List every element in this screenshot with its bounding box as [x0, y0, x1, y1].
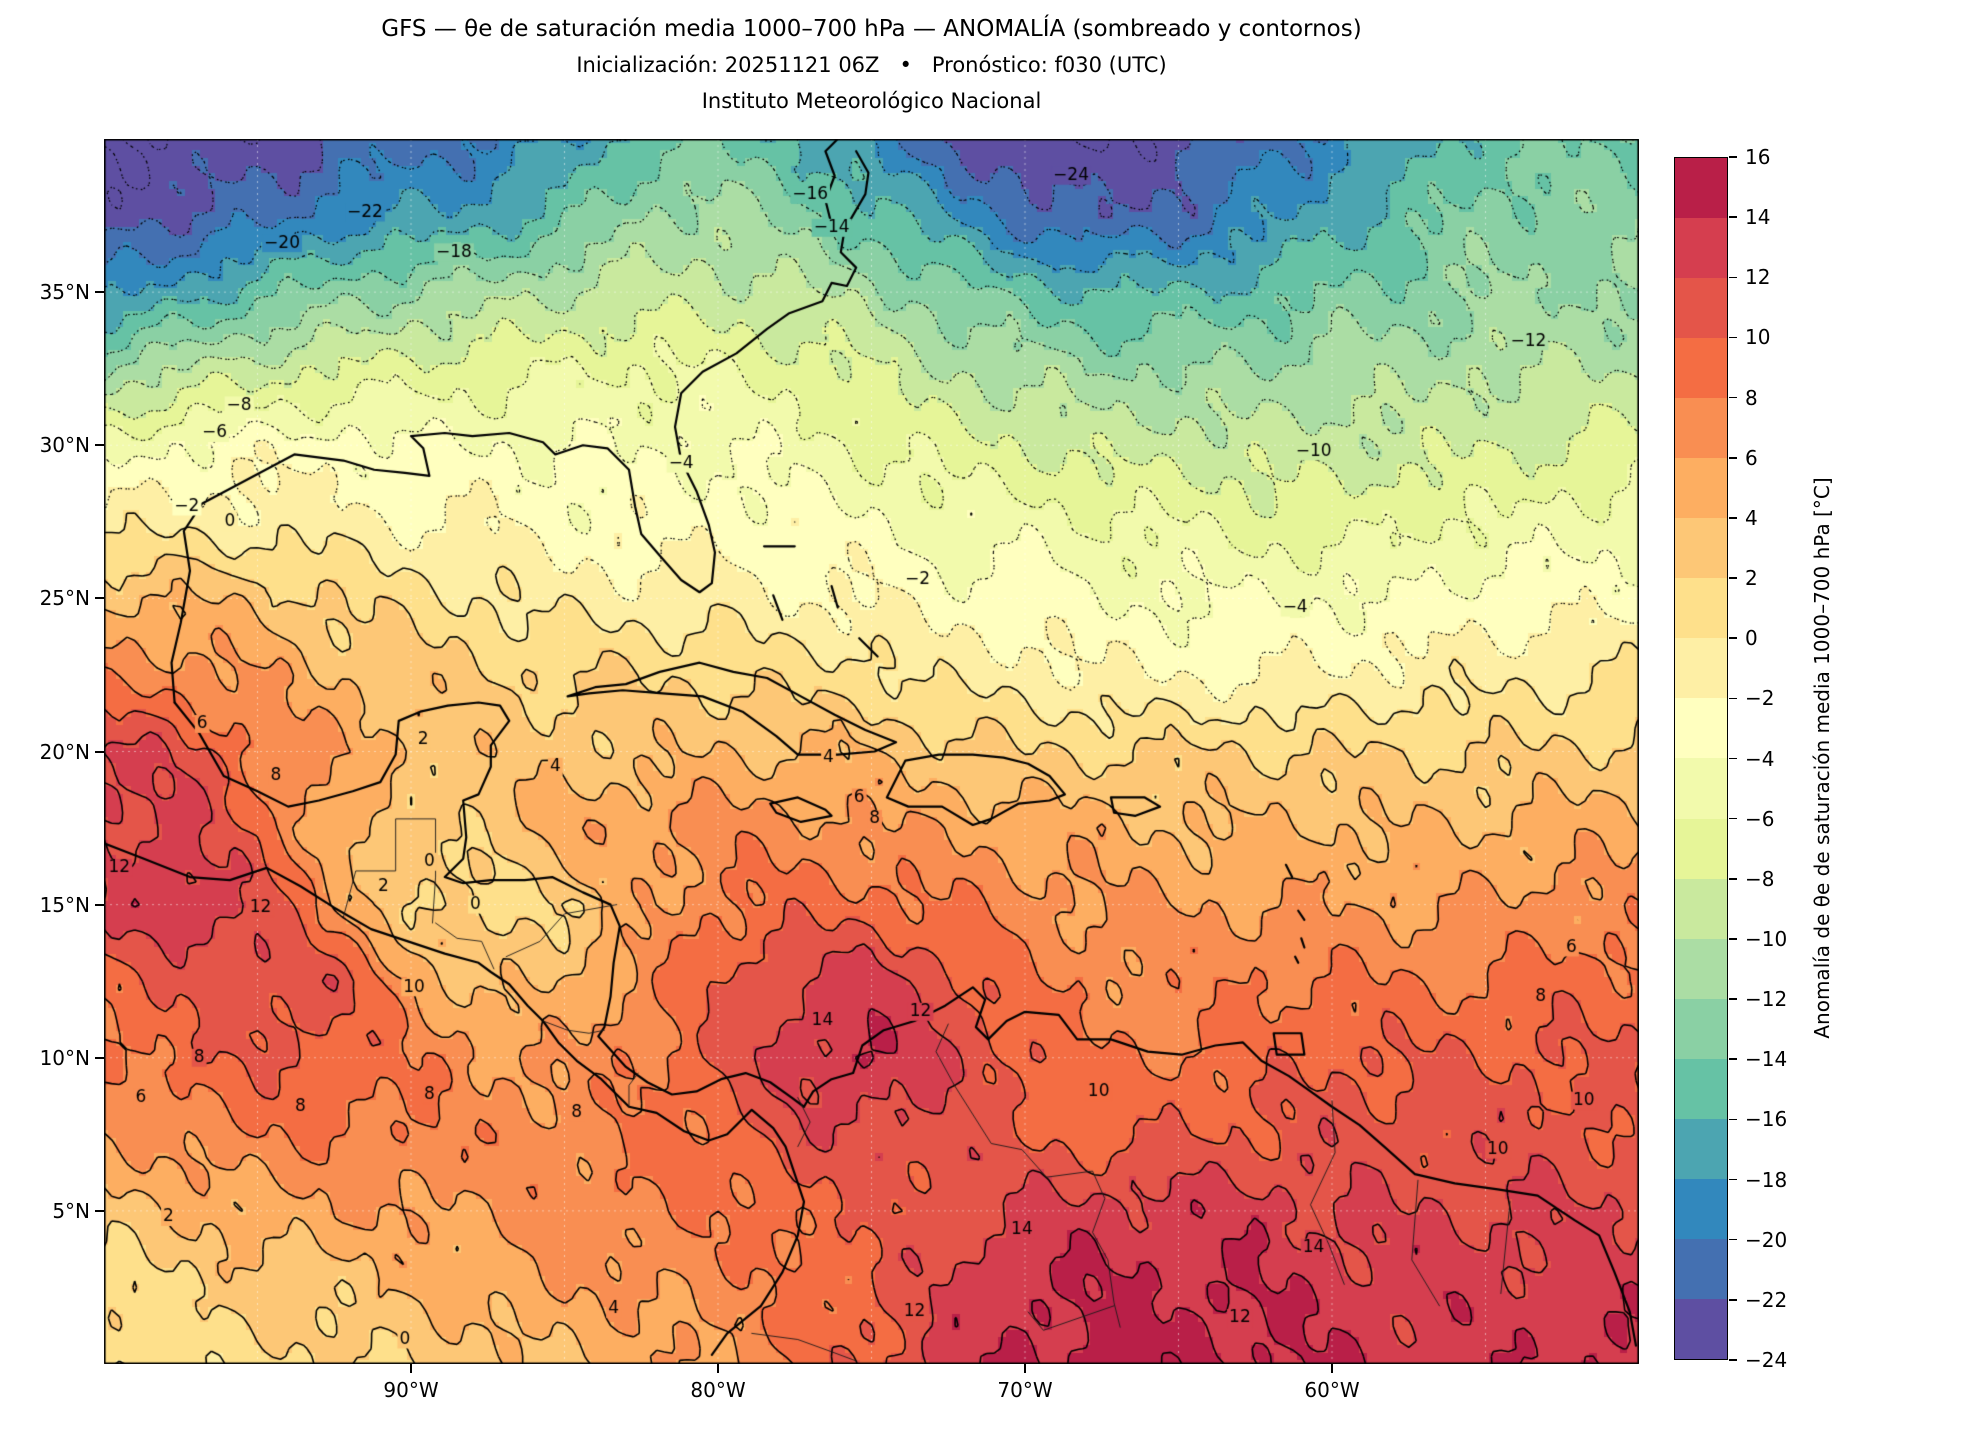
colorbar-band [1675, 1238, 1727, 1299]
colorbar-tick [1729, 938, 1737, 940]
colorbar-tick [1729, 156, 1737, 158]
colorbar-tick-label: 14 [1745, 205, 1771, 230]
colorbar-tick [1729, 456, 1737, 459]
figure-subtitle: Inicialización: 20251121 06Z • Pronóstic… [576, 53, 1167, 77]
colorbar-band [1675, 158, 1727, 219]
x-axis-tick-label: 80°W [690, 1378, 746, 1402]
figure-institution: Instituto Meteorológico Nacional [701, 89, 1042, 113]
colorbar-tick [1729, 878, 1737, 880]
y-axis-tick-label: 30°N [39, 433, 90, 458]
y-axis-tick [95, 444, 104, 447]
colorbar-tick [1729, 1299, 1737, 1301]
colorbar-band [1675, 638, 1727, 699]
y-axis-tick-label: 25°N [39, 586, 90, 611]
y-axis-tick [95, 903, 104, 906]
y-axis-tick-label: 15°N [39, 892, 90, 917]
colorbar-tick-label: −2 [1745, 686, 1775, 711]
y-axis-tick-label: 5°N [52, 1198, 90, 1223]
colorbar-band [1675, 218, 1727, 279]
colorbar-band [1675, 1178, 1727, 1239]
colorbar-tick-label: −18 [1745, 1167, 1788, 1192]
x-axis-tick [1024, 1364, 1026, 1373]
colorbar-tick-label: 8 [1745, 385, 1758, 410]
colorbar-label: Anomalía de θe de saturación media 1000–… [1810, 477, 1834, 1039]
x-axis-tick-label: 70°W [997, 1378, 1053, 1402]
colorbar-tick-label: 2 [1745, 566, 1758, 591]
colorbar-tick-label: −16 [1745, 1107, 1788, 1132]
y-axis-tick-label: 35°N [39, 280, 90, 305]
colorbar-band [1675, 818, 1727, 879]
y-axis-tick [95, 291, 104, 294]
colorbar-tick-label: 10 [1745, 325, 1771, 350]
colorbar-band [1675, 938, 1727, 999]
colorbar-tick [1729, 216, 1737, 218]
colorbar-band [1675, 578, 1727, 639]
colorbar-tick-label: −22 [1745, 1287, 1788, 1312]
colorbar-band [1675, 1058, 1727, 1119]
colorbar-tick [1729, 336, 1737, 339]
colorbar-tick-label: 6 [1745, 445, 1758, 470]
colorbar-tick [1729, 1178, 1737, 1181]
colorbar-band [1675, 338, 1727, 399]
colorbar-tick-label: 0 [1745, 626, 1758, 651]
colorbar-tick-label: −10 [1745, 926, 1788, 951]
colorbar-band [1675, 518, 1727, 579]
anomaly-map-canvas [104, 139, 1639, 1364]
colorbar-tick [1729, 998, 1737, 1000]
colorbar-tick-label: −12 [1745, 987, 1788, 1012]
y-axis-tick [95, 1209, 104, 1212]
colorbar-band [1675, 1298, 1727, 1359]
colorbar-tick-label: −8 [1745, 866, 1775, 891]
colorbar-tick-label: 16 [1745, 145, 1771, 169]
colorbar-band [1675, 398, 1727, 459]
colorbar-tick [1729, 577, 1737, 579]
colorbar-band [1675, 458, 1727, 519]
colorbar-band [1675, 998, 1727, 1059]
colorbar-tick [1729, 517, 1737, 519]
x-axis-tick [410, 1364, 412, 1373]
colorbar-tick [1729, 757, 1737, 760]
colorbar-tick [1729, 637, 1737, 639]
y-axis-tick [95, 750, 104, 753]
y-axis-tick [95, 597, 104, 600]
colorbar-band [1675, 758, 1727, 819]
colorbar-tick-label: −6 [1745, 806, 1775, 831]
colorbar-tick [1729, 697, 1737, 700]
colorbar-tick-label: −4 [1745, 746, 1775, 771]
colorbar-tick [1729, 1359, 1737, 1361]
colorbar-band [1675, 878, 1727, 939]
y-axis-tick-label: 20°N [39, 739, 90, 764]
colorbar-band [1675, 278, 1727, 339]
colorbar-tick-label: 4 [1745, 505, 1758, 530]
colorbar-band [1675, 698, 1727, 759]
x-axis-tick-label: 60°W [1304, 1378, 1360, 1402]
y-axis-tick [95, 1056, 104, 1059]
colorbar-tick-label: −14 [1745, 1047, 1788, 1072]
colorbar-tick [1729, 1058, 1737, 1061]
colorbar-tick [1729, 817, 1737, 820]
x-axis-tick [1331, 1364, 1333, 1373]
colorbar-tick-label: 12 [1745, 265, 1771, 290]
colorbar-band [1675, 1118, 1727, 1179]
figure-title: GFS — θe de saturación media 1000–700 hP… [381, 16, 1362, 42]
colorbar-tick [1729, 1238, 1737, 1241]
colorbar-tick [1729, 1118, 1737, 1121]
colorbar-tick [1729, 396, 1737, 399]
colorbar-tick-label: −24 [1745, 1348, 1788, 1372]
colorbar-bands [1675, 158, 1727, 1359]
colorbar [1674, 157, 1728, 1360]
x-axis-tick [717, 1364, 719, 1373]
x-axis-tick-label: 90°W [383, 1378, 439, 1402]
colorbar-tick-label: −20 [1745, 1227, 1788, 1252]
y-axis-tick-label: 10°N [39, 1045, 90, 1070]
colorbar-tick [1729, 276, 1737, 279]
map-area [104, 139, 1639, 1364]
